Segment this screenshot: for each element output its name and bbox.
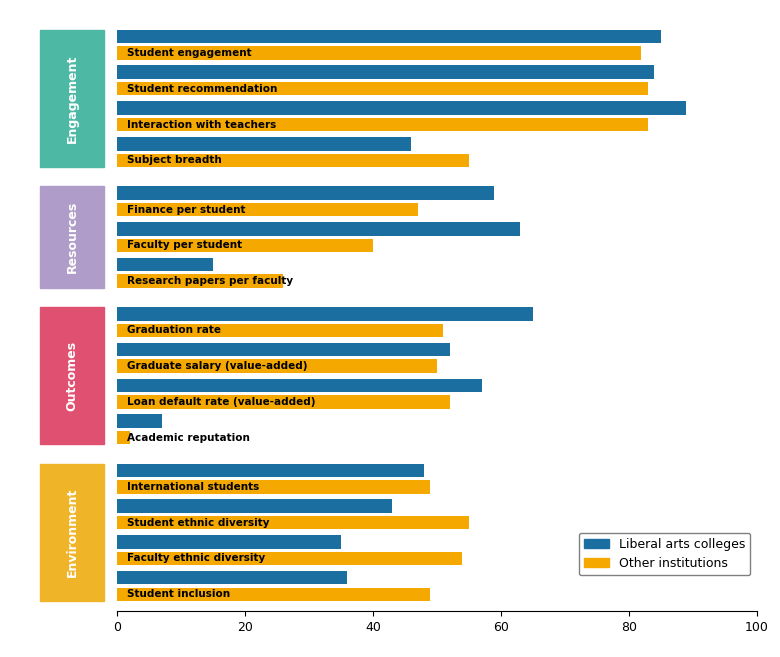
Bar (117, 66, 654, 79)
Bar (117, 258, 213, 271)
Bar (117, 187, 495, 200)
Text: Outcomes: Outcomes (66, 341, 79, 411)
Text: International students: International students (126, 482, 259, 492)
Bar (117, 480, 431, 493)
Text: Student inclusion: Student inclusion (126, 589, 230, 599)
Bar (117, 203, 417, 216)
Bar (117, 415, 161, 428)
Bar (41, 187, 105, 288)
Bar (117, 378, 481, 392)
Bar (117, 154, 469, 167)
Bar (117, 101, 686, 115)
Bar (117, 275, 283, 288)
Bar (117, 396, 449, 409)
Bar (117, 535, 341, 549)
Bar (117, 324, 443, 337)
Text: Engagement: Engagement (66, 54, 79, 143)
Bar (117, 118, 648, 131)
Bar (117, 516, 469, 530)
Bar (117, 571, 347, 585)
Text: Resources: Resources (66, 201, 79, 273)
Bar (117, 343, 449, 356)
Bar (41, 464, 105, 601)
Text: Interaction with teachers: Interaction with teachers (126, 120, 276, 129)
Bar (117, 499, 392, 513)
Bar (41, 30, 105, 167)
Text: Graduate salary (value-added): Graduate salary (value-added) (126, 361, 307, 371)
Bar (117, 82, 648, 95)
Legend: Liberal arts colleges, Other institutions: Liberal arts colleges, Other institution… (579, 533, 750, 575)
Text: Academic reputation: Academic reputation (126, 433, 250, 443)
Bar (117, 307, 533, 321)
Text: Faculty ethnic diversity: Faculty ethnic diversity (126, 553, 265, 564)
Bar (117, 587, 431, 601)
Bar (117, 222, 520, 235)
Text: Student ethnic diversity: Student ethnic diversity (126, 518, 269, 528)
Bar (41, 307, 105, 444)
Text: Student engagement: Student engagement (126, 48, 251, 58)
Text: Research papers per faculty: Research papers per faculty (126, 276, 292, 286)
Bar (117, 431, 129, 444)
Text: Faculty per student: Faculty per student (126, 240, 242, 250)
Text: Subject breadth: Subject breadth (126, 155, 222, 166)
Text: Finance per student: Finance per student (126, 204, 245, 215)
Bar (117, 359, 437, 373)
Bar (117, 137, 411, 150)
Text: Environment: Environment (66, 487, 79, 577)
Bar (117, 464, 424, 477)
Text: Student recommendation: Student recommendation (126, 83, 277, 94)
Bar (117, 238, 373, 252)
Bar (117, 46, 641, 60)
Text: Loan default rate (value-added): Loan default rate (value-added) (126, 397, 315, 407)
Bar (117, 30, 661, 43)
Text: Graduation rate: Graduation rate (126, 325, 221, 335)
Bar (117, 552, 463, 565)
